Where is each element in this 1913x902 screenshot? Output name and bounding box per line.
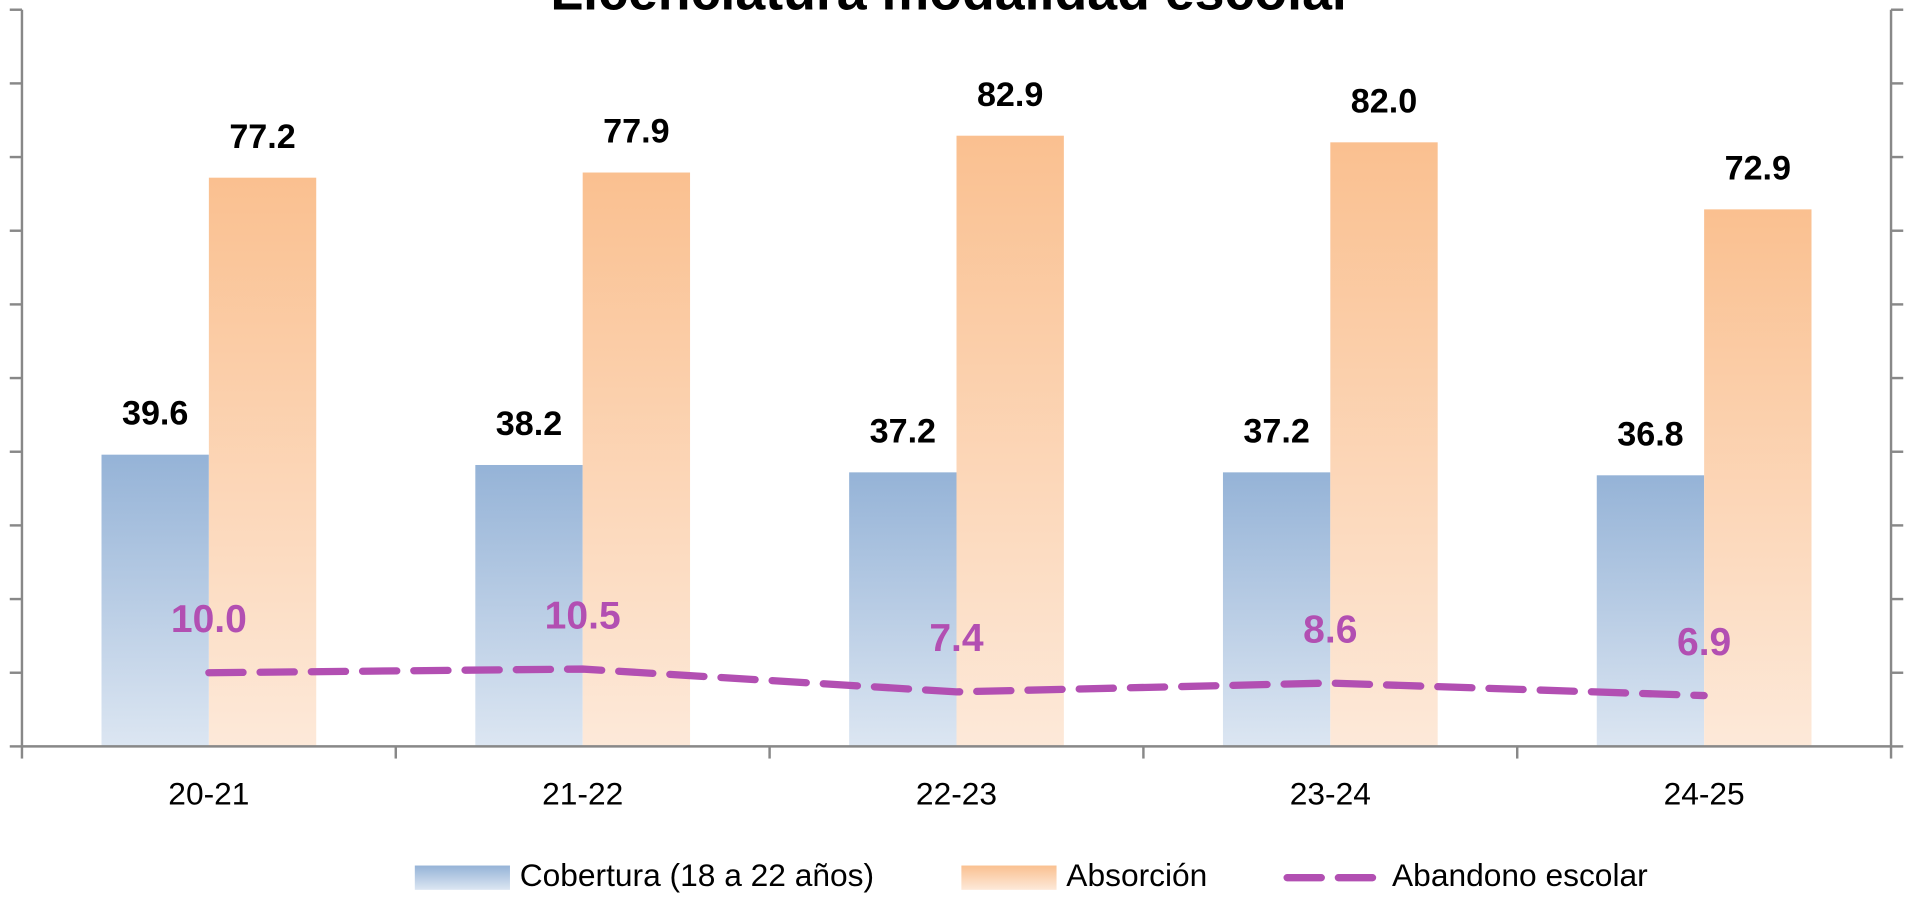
line-label: 8.6 [1303,608,1357,651]
x-tick-label: 23-24 [1290,776,1371,812]
x-tick-label: 24-25 [1664,776,1745,812]
legend-label: Absorción [1066,857,1207,893]
data-label: 77.2 [229,118,295,156]
bar [956,135,1064,747]
data-label: 37.2 [870,412,936,450]
data-label: 77.9 [603,113,669,151]
data-label: 72.9 [1725,150,1791,188]
bar [1222,472,1331,747]
bar [582,172,691,747]
bar [208,177,317,747]
bar [475,464,583,747]
data-label: 82.9 [977,76,1043,114]
line [205,665,1708,700]
line-label: 6.9 [1677,621,1731,664]
bar [1596,475,1705,747]
bar [849,472,957,747]
data-label: 36.8 [1617,415,1683,453]
legend-label: Abandono escolar [1392,857,1648,893]
legend-swatch [961,865,1057,890]
data-label: 38.2 [496,405,562,443]
line-label: 7.4 [929,617,984,660]
line-label: 10.0 [171,598,247,641]
data-label: 37.2 [1243,412,1309,450]
bar [1330,142,1438,747]
data-label: 82.0 [1351,82,1417,120]
line-label: 10.5 [545,594,621,637]
data-label: 39.6 [122,395,188,433]
chart-title: Licenciatura modalidad escolar [550,0,1353,21]
bar [1704,209,1812,747]
x-tick-label: 20-21 [168,776,249,812]
x-tick-label: 21-22 [542,776,623,812]
x-tick-label: 22-23 [916,776,997,812]
legend-swatch [414,865,510,890]
legend-label: Cobertura (18 a 22 años) [520,857,874,893]
bar [101,454,209,747]
